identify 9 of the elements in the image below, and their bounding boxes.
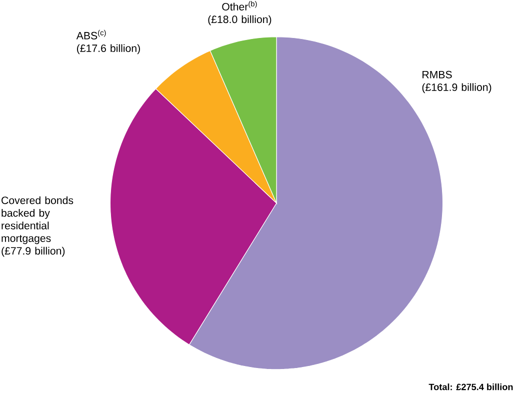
data-label: (£161.9 billion) bbox=[422, 83, 492, 94]
slice-label: ABS$^{(c)}$ bbox=[76, 30, 106, 40]
slice-label: Covered bonds backed by residential mortgages bbox=[2, 196, 74, 244]
slice-label: Other$^{(b)}$ bbox=[222, 1, 257, 11]
data-label: (£17.6 billion) bbox=[77, 44, 140, 54]
data-label: (£18.0 billion) bbox=[208, 16, 272, 26]
text: Total: £275.4 billion bbox=[428, 384, 513, 390]
slice-label: RMBS bbox=[422, 71, 452, 79]
data-label: (£77.9 billion) bbox=[2, 247, 65, 257]
